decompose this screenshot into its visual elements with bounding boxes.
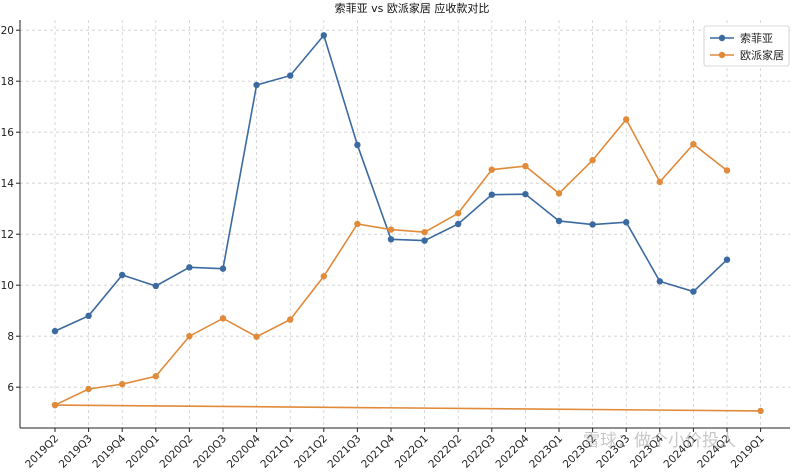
- data-point: [119, 271, 126, 279]
- x-tick-label: 2020Q2: [158, 433, 196, 471]
- x-tick-label: 2019Q4: [90, 432, 128, 470]
- legend-label: 欧派家居: [740, 48, 784, 62]
- legend-box: [703, 25, 790, 67]
- x-tick-label: 2020Q3: [191, 433, 229, 471]
- data-point: [757, 407, 764, 415]
- series-extra-line: [54, 404, 761, 412]
- data-point: [152, 373, 159, 380]
- y-tick-label: 18: [1, 76, 14, 88]
- data-point: [85, 385, 92, 393]
- y-tick-label: 20: [1, 25, 14, 37]
- data-point: [85, 312, 92, 319]
- data-point: [656, 178, 663, 186]
- data-point: [522, 162, 529, 170]
- legend-swatch-marker: [718, 51, 726, 59]
- data-point: [690, 288, 697, 295]
- y-axis-ticks: 6 8 10 12 14 16 18 20: [1, 25, 20, 394]
- data-point: [320, 32, 327, 39]
- data-point: [455, 210, 462, 217]
- data-point: [387, 236, 395, 243]
- x-tick-label: 2021Q3: [326, 433, 364, 471]
- x-tick-label: 2022Q1: [393, 433, 431, 471]
- data-point: [488, 166, 495, 173]
- data-point: [387, 226, 395, 233]
- x-tick-label: 2023Q1: [527, 433, 565, 471]
- data-point: [287, 72, 294, 79]
- data-point: [219, 265, 227, 272]
- data-point: [522, 190, 529, 198]
- data-point: [354, 220, 361, 228]
- data-point: [421, 228, 428, 236]
- legend-label: 索菲亚: [740, 31, 773, 45]
- x-tick-label: 2019Q2: [23, 433, 61, 471]
- y-tick-label: 16: [1, 127, 15, 139]
- data-point: [287, 316, 294, 323]
- data-point: [488, 191, 495, 198]
- legend-swatch-marker: [718, 34, 726, 42]
- watermark: 雪球：做个小价投人: [583, 431, 736, 451]
- data-point: [589, 157, 596, 164]
- data-point: [555, 190, 563, 197]
- data-point: [253, 81, 260, 89]
- x-tick-label: 2019Q3: [57, 433, 95, 471]
- data-point: [555, 217, 563, 225]
- data-point: [219, 315, 227, 322]
- data-point: [186, 264, 193, 271]
- x-tick-label: 2022Q3: [460, 433, 498, 471]
- data-point: [119, 380, 126, 388]
- data-point: [320, 273, 327, 280]
- data-point: [152, 282, 159, 290]
- data-point: [589, 221, 596, 228]
- axes: [19, 20, 790, 429]
- data-point: [623, 116, 630, 123]
- data-point: [51, 401, 59, 409]
- series-2: [51, 116, 764, 415]
- y-tick-label: 12: [1, 229, 14, 241]
- series-layer: [51, 32, 764, 415]
- data-point: [723, 256, 731, 263]
- data-point: [656, 278, 663, 285]
- data-point: [421, 237, 428, 244]
- data-point: [186, 333, 193, 340]
- y-tick-label: 14: [1, 178, 15, 190]
- data-point: [690, 140, 697, 148]
- x-tick-label: 2021Q4: [359, 432, 397, 470]
- x-tick-label: 2020Q4: [225, 432, 263, 470]
- y-tick-label: 6: [7, 382, 14, 394]
- x-tick-label: 2021Q2: [292, 433, 330, 471]
- data-point: [51, 327, 59, 335]
- y-tick-label: 10: [1, 280, 14, 292]
- data-point: [455, 220, 462, 228]
- x-tick-label: 2021Q1: [258, 433, 296, 471]
- data-point: [623, 219, 630, 226]
- data-point: [354, 141, 361, 149]
- chart-title: 索菲亚 vs 欧派家居 应收款对比: [335, 1, 490, 15]
- data-point: [723, 167, 731, 174]
- y-tick-label: 8: [7, 331, 14, 343]
- x-tick-label: 2022Q2: [426, 433, 464, 471]
- data-point: [253, 333, 260, 340]
- grid: [20, 20, 790, 428]
- series-1: [51, 32, 731, 335]
- x-tick-label: 2020Q1: [124, 433, 162, 471]
- x-tick-label: 2022Q4: [494, 432, 532, 470]
